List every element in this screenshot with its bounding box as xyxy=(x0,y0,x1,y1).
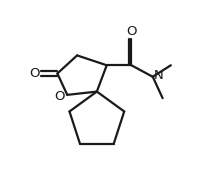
Text: O: O xyxy=(126,25,137,38)
Text: O: O xyxy=(54,90,65,103)
Text: N: N xyxy=(154,69,163,82)
Text: O: O xyxy=(29,67,39,80)
